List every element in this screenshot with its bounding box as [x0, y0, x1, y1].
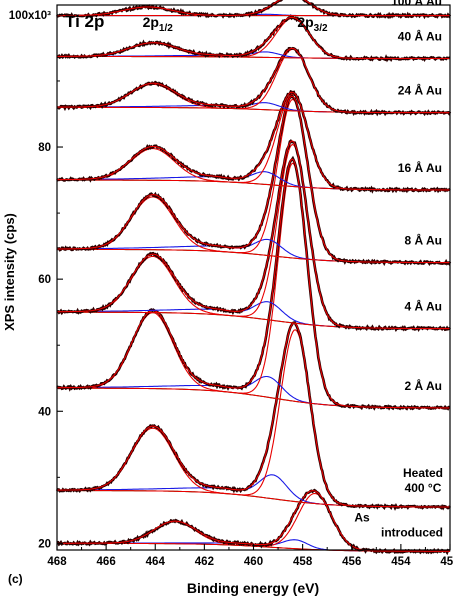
fit-envelope [57, 95, 450, 264]
background-line [57, 311, 450, 330]
data-line [56, 155, 451, 411]
y-tick-label: 40 [38, 406, 51, 418]
spectrum-label: 40 Å Au [398, 29, 442, 44]
data-line [55, 321, 452, 511]
spectrum-label: 8 Å Au [404, 233, 442, 248]
extra-component-line [57, 301, 450, 330]
fit-envelope [57, 490, 450, 552]
fit-envelope [57, 0, 450, 17]
fit-component-1 [57, 148, 450, 191]
x-tick-label: 464 [146, 556, 166, 568]
peak-label-0: 2p1/2 [143, 14, 174, 34]
y-axis-label: XPS intensity (cps) [2, 213, 17, 331]
background-line [57, 387, 450, 409]
spectrum-2: 2 Å Au [56, 155, 451, 411]
fit-component-0 [57, 93, 450, 191]
fit-envelope [56, 47, 450, 114]
chart-title: Ti 2p [65, 12, 104, 31]
x-tick-label: 456 [342, 556, 361, 568]
spectrum-label: Asintroduced [354, 510, 443, 539]
spectrum-8: 100 Å Au [55, 0, 452, 20]
labels-layer: Ti 2p Binding energy (eV) XPS intensity … [2, 12, 328, 596]
spectrum-label: 24 Å Au [398, 83, 442, 98]
fit-component-1 [57, 83, 450, 114]
fit-envelope [57, 91, 450, 191]
panel-label: (c) [8, 572, 23, 586]
spectrum-5: 16 Å Au [56, 90, 451, 194]
y-tick-label: 20 [38, 538, 51, 550]
x-axis-label: Binding energy (eV) [187, 580, 319, 596]
spectrum-label: 100 Å Au [391, 0, 442, 9]
spectrum-7: 40 Å Au [56, 13, 451, 63]
peak-label-1: 2p3/2 [297, 14, 328, 34]
spectrum-4: 8 Å Au [56, 93, 452, 267]
spectrum-label: 2 Å Au [404, 378, 442, 393]
y-tick-label: 80 [38, 142, 51, 154]
spectrum-1: Heated 400 °C [55, 321, 452, 511]
x-tick-label: 462 [195, 556, 214, 568]
fit-component-1 [57, 427, 450, 508]
fit-component-1 [57, 255, 450, 330]
spectra-layer: Asintroduced Heated 400 °C 2 Å Au 4 Å Au 8 Å … [55, 0, 452, 556]
plot-frame [56, 4, 451, 551]
fit-envelope [57, 158, 450, 409]
x-tick-label: 452 [440, 556, 453, 568]
y-tick-label: 100x10³ [9, 10, 51, 22]
spectrum-6: 24 Å Au [56, 46, 452, 117]
fit-envelope [57, 140, 450, 330]
fit-envelope [57, 322, 450, 508]
extra-component-line [57, 375, 450, 409]
spectrum-label: Heated 400 °C [403, 466, 443, 495]
spectrum-3: 4 Å Au [56, 139, 451, 332]
extra-component-line [57, 238, 450, 264]
x-tick-label: 458 [293, 556, 313, 568]
axes-layer: 468 466 464 462 460 458 456 454 452 20 40 60 80 100x1… [9, 10, 453, 568]
spectrum-label: 16 Å Au [398, 160, 442, 175]
fit-component-1 [57, 196, 450, 264]
fit-envelope [57, 16, 450, 60]
spectrum-0: Asintroduced [56, 488, 451, 556]
x-tick-label: 466 [97, 556, 116, 568]
y-tick-label: 60 [38, 274, 51, 286]
spectrum-label: 4 Å Au [404, 299, 442, 314]
x-tick-label: 454 [391, 556, 411, 568]
x-tick-label: 460 [244, 556, 263, 568]
x-tick-label: 468 [47, 556, 67, 568]
background-line [57, 248, 450, 264]
